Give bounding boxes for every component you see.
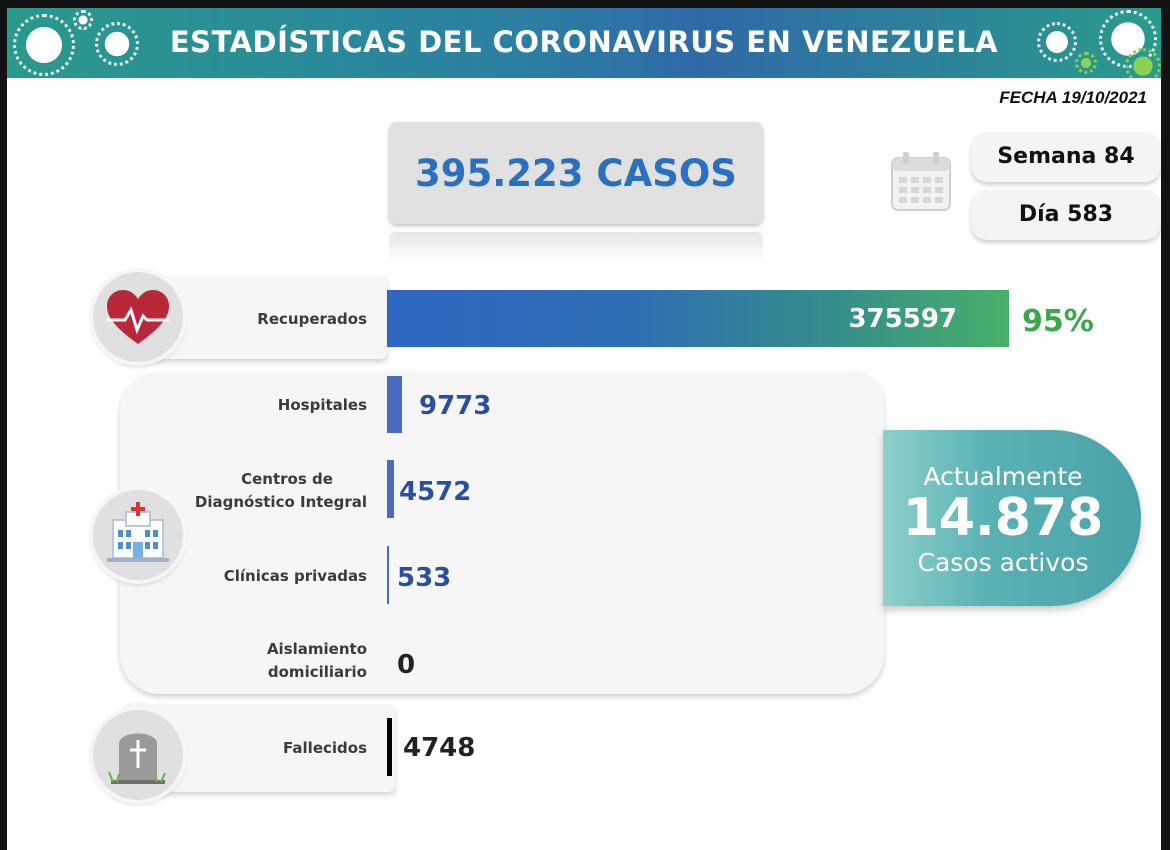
recovered-value: 375597 (848, 304, 957, 334)
virus-icon (1075, 52, 1097, 74)
virus-icon (1037, 22, 1077, 62)
active-cases-badge: Actualmente 14.878 Casos activos (883, 430, 1141, 606)
heart-icon (93, 272, 183, 362)
active-cases-bottom-label: Casos activos (917, 548, 1089, 577)
deceased-value: 4748 (403, 733, 476, 763)
hospital-icon (93, 490, 183, 580)
breakdown-label-cdi-line1: Centros de (241, 470, 333, 488)
breakdown-label-cdi-line2: Diagnóstico Integral (194, 493, 367, 511)
breakdown-value-home-isolation: 0 (397, 650, 416, 680)
day-label: Día 583 (1018, 202, 1114, 227)
active-cases-value: 14.878 (902, 488, 1104, 548)
deceased-label: Fallecidos (283, 739, 367, 757)
bar-hospitals (387, 376, 402, 433)
breakdown-label-home-line1: Aislamiento (266, 640, 367, 658)
week-pill: Semana 84 (971, 132, 1161, 182)
recovered-label: Recuperados (257, 310, 367, 328)
breakdown-label-private-clinics: Clínicas privadas (223, 567, 367, 585)
bar-cdi (387, 460, 394, 518)
breakdown-panel (120, 372, 884, 694)
total-cases-value: 395.223 CASOS (415, 152, 737, 195)
virus-icon (95, 22, 139, 66)
header-banner: ESTADÍSTICAS DEL CORONAVIRUS EN VENEZUEL… (7, 8, 1161, 78)
date-label: FECHA 19/10/2021 (999, 88, 1147, 107)
virus-icon (13, 14, 75, 76)
breakdown-label-home-line2: domiciliario (267, 663, 367, 681)
recovered-percent: 95% (1022, 304, 1094, 339)
breakdown-value-private-clinics: 533 (397, 563, 452, 593)
day-pill: Día 583 (971, 190, 1161, 240)
virus-icon (73, 10, 93, 30)
breakdown-label-hospitals: Hospitales (277, 396, 367, 414)
week-label: Semana 84 (997, 144, 1135, 169)
breakdown-label-cdi: Centros de Diagnóstico Integral (167, 468, 367, 514)
calendar-icon (891, 152, 951, 211)
bar-private-clinics (387, 546, 389, 604)
recovered-bar: 375597 (387, 290, 1009, 347)
page: ESTADÍSTICAS DEL CORONAVIRUS EN VENEZUEL… (7, 8, 1161, 850)
page-title: ESTADÍSTICAS DEL CORONAVIRUS EN VENEZUEL… (169, 25, 999, 59)
grave-icon (93, 710, 183, 800)
active-cases-top-label: Actualmente (923, 462, 1083, 491)
total-cases-card: 395.223 CASOS (389, 122, 763, 224)
breakdown-value-cdi: 4572 (399, 477, 472, 507)
total-cases-reflection (389, 232, 763, 262)
bar-deceased (387, 718, 392, 776)
breakdown-value-hospitals: 9773 (419, 391, 492, 421)
virus-icon (1125, 48, 1161, 78)
breakdown-label-home-isolation: Aislamiento domiciliario (167, 638, 367, 684)
